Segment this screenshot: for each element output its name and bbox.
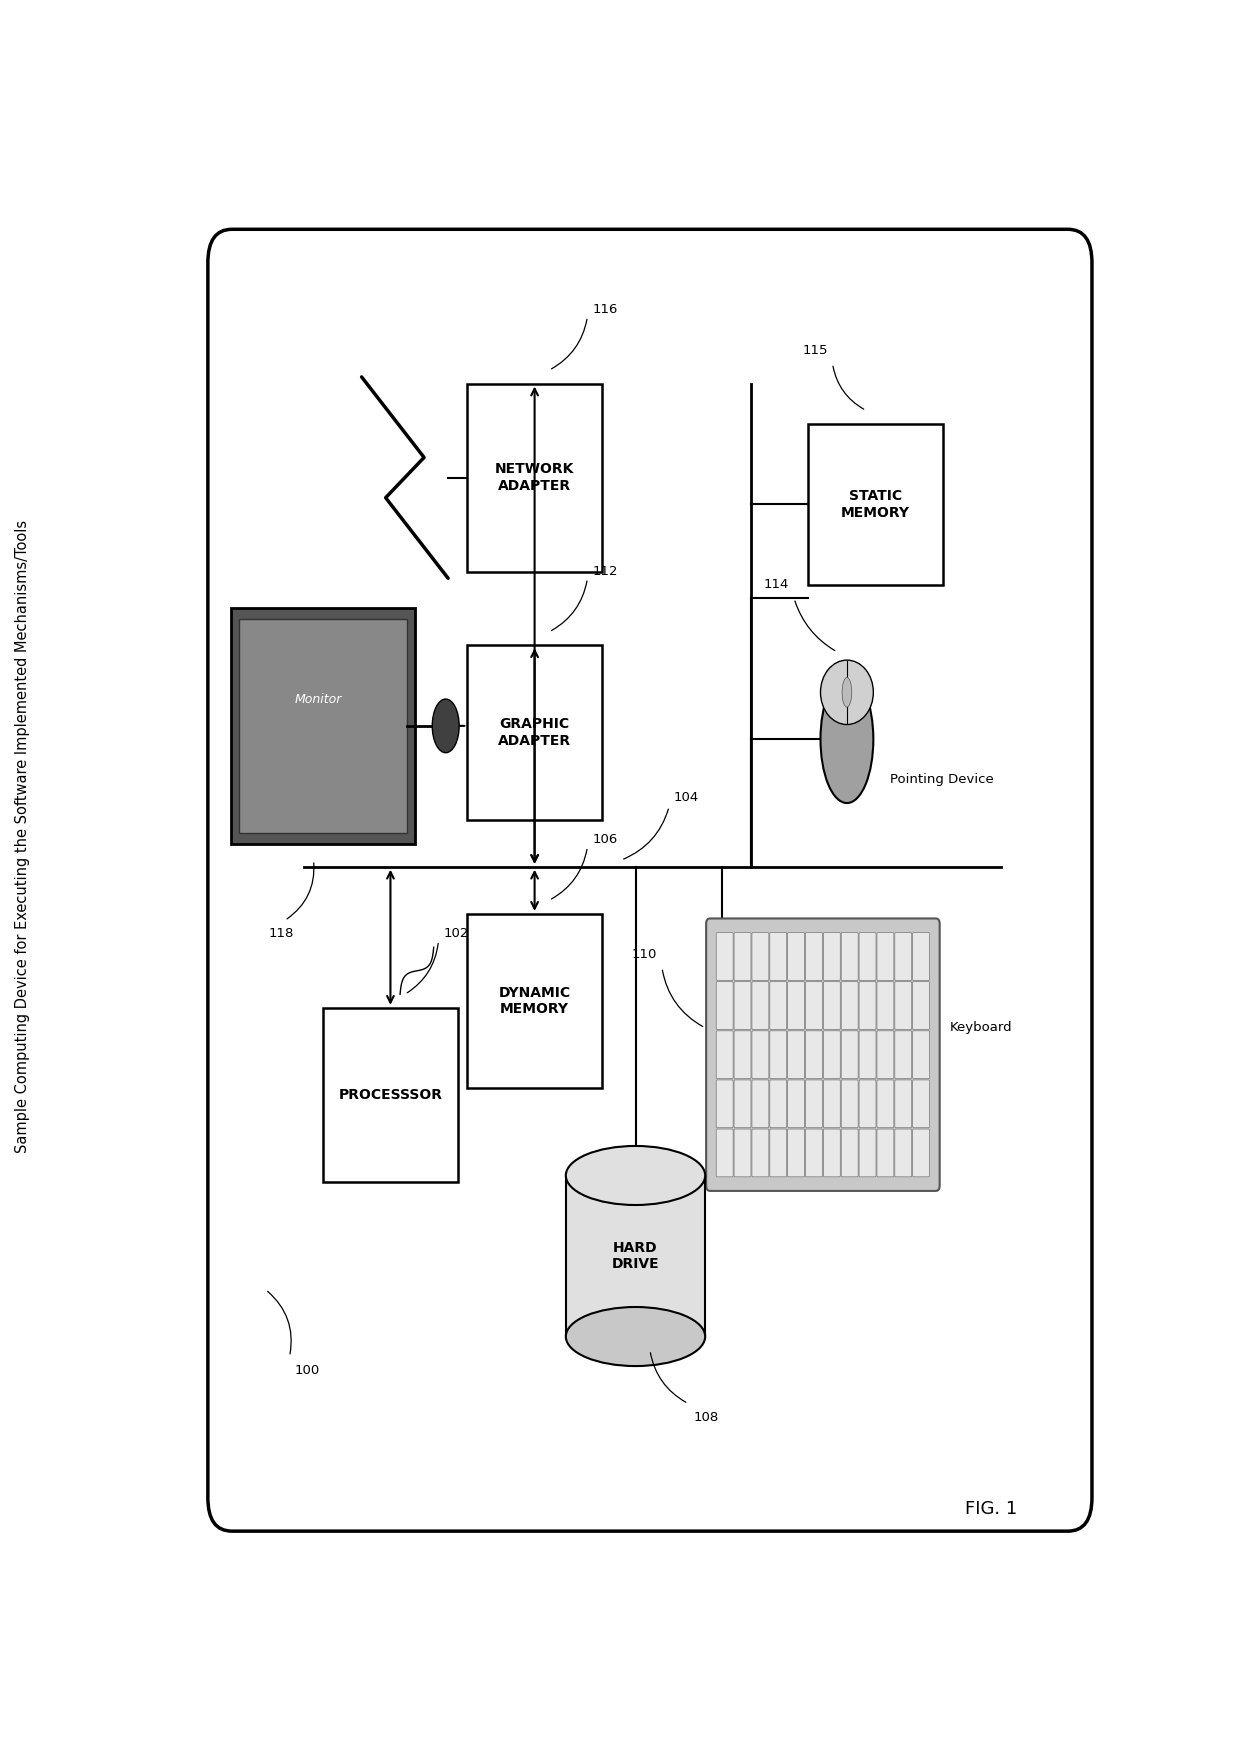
FancyBboxPatch shape	[895, 981, 911, 1030]
FancyBboxPatch shape	[467, 913, 601, 1088]
FancyBboxPatch shape	[806, 1030, 822, 1079]
FancyBboxPatch shape	[877, 1081, 894, 1128]
Ellipse shape	[433, 699, 459, 753]
Ellipse shape	[565, 1307, 706, 1367]
FancyBboxPatch shape	[770, 981, 786, 1030]
Text: 100: 100	[294, 1363, 320, 1377]
FancyBboxPatch shape	[717, 981, 733, 1030]
Ellipse shape	[821, 676, 873, 804]
FancyBboxPatch shape	[717, 1129, 733, 1177]
FancyBboxPatch shape	[770, 1081, 786, 1128]
Ellipse shape	[565, 1145, 706, 1204]
FancyBboxPatch shape	[823, 981, 841, 1030]
FancyBboxPatch shape	[239, 619, 407, 833]
FancyBboxPatch shape	[787, 933, 805, 980]
FancyBboxPatch shape	[808, 424, 942, 586]
FancyBboxPatch shape	[770, 933, 786, 980]
Text: 108: 108	[693, 1410, 718, 1424]
Text: 110: 110	[631, 948, 657, 960]
FancyBboxPatch shape	[467, 645, 601, 819]
FancyBboxPatch shape	[806, 1081, 822, 1128]
FancyBboxPatch shape	[841, 1081, 858, 1128]
FancyBboxPatch shape	[717, 933, 733, 980]
FancyBboxPatch shape	[787, 1081, 805, 1128]
FancyBboxPatch shape	[877, 981, 894, 1030]
FancyBboxPatch shape	[751, 1129, 769, 1177]
FancyBboxPatch shape	[895, 933, 911, 980]
FancyBboxPatch shape	[706, 919, 940, 1190]
Text: 115: 115	[802, 343, 828, 357]
FancyBboxPatch shape	[841, 1129, 858, 1177]
FancyBboxPatch shape	[467, 383, 601, 572]
FancyBboxPatch shape	[859, 1030, 875, 1079]
FancyBboxPatch shape	[806, 981, 822, 1030]
Ellipse shape	[821, 661, 873, 725]
FancyBboxPatch shape	[841, 981, 858, 1030]
FancyBboxPatch shape	[770, 1030, 786, 1079]
FancyBboxPatch shape	[232, 608, 415, 844]
Text: GRAPHIC
ADAPTER: GRAPHIC ADAPTER	[498, 718, 572, 748]
FancyBboxPatch shape	[806, 1129, 822, 1177]
FancyBboxPatch shape	[751, 1030, 769, 1079]
FancyBboxPatch shape	[734, 981, 751, 1030]
FancyBboxPatch shape	[717, 1030, 733, 1079]
FancyBboxPatch shape	[859, 1081, 875, 1128]
FancyBboxPatch shape	[208, 230, 1092, 1530]
Text: Keyboard: Keyboard	[950, 1021, 1013, 1034]
FancyBboxPatch shape	[787, 1129, 805, 1177]
FancyBboxPatch shape	[770, 1129, 786, 1177]
Ellipse shape	[842, 678, 852, 708]
FancyBboxPatch shape	[787, 1030, 805, 1079]
FancyBboxPatch shape	[913, 1030, 930, 1079]
FancyBboxPatch shape	[913, 1081, 930, 1128]
FancyBboxPatch shape	[734, 1129, 751, 1177]
FancyBboxPatch shape	[913, 933, 930, 980]
FancyBboxPatch shape	[324, 1007, 458, 1182]
FancyBboxPatch shape	[877, 1129, 894, 1177]
FancyBboxPatch shape	[734, 1030, 751, 1079]
Text: 102: 102	[444, 927, 469, 941]
Text: DYNAMIC
MEMORY: DYNAMIC MEMORY	[498, 987, 570, 1016]
Text: PROCESSSOR: PROCESSSOR	[339, 1088, 443, 1102]
FancyBboxPatch shape	[913, 1129, 930, 1177]
FancyBboxPatch shape	[841, 933, 858, 980]
Text: NETWORK
ADAPTER: NETWORK ADAPTER	[495, 462, 574, 493]
FancyBboxPatch shape	[895, 1030, 911, 1079]
FancyBboxPatch shape	[823, 1081, 841, 1128]
Text: HARD
DRIVE: HARD DRIVE	[611, 1241, 660, 1271]
FancyBboxPatch shape	[877, 1030, 894, 1079]
FancyBboxPatch shape	[859, 981, 875, 1030]
FancyBboxPatch shape	[751, 981, 769, 1030]
FancyBboxPatch shape	[823, 1129, 841, 1177]
Text: Monitor: Monitor	[295, 692, 342, 706]
FancyBboxPatch shape	[859, 933, 875, 980]
Text: STATIC
MEMORY: STATIC MEMORY	[841, 490, 910, 519]
FancyBboxPatch shape	[787, 981, 805, 1030]
FancyBboxPatch shape	[823, 1030, 841, 1079]
FancyBboxPatch shape	[841, 1030, 858, 1079]
FancyBboxPatch shape	[751, 933, 769, 980]
Text: Pointing Device: Pointing Device	[890, 774, 994, 786]
FancyBboxPatch shape	[751, 1081, 769, 1128]
Text: 116: 116	[593, 303, 618, 315]
FancyBboxPatch shape	[823, 933, 841, 980]
Text: 118: 118	[268, 927, 294, 941]
FancyBboxPatch shape	[895, 1129, 911, 1177]
FancyBboxPatch shape	[895, 1081, 911, 1128]
Text: 112: 112	[593, 565, 618, 579]
Text: 104: 104	[675, 791, 699, 804]
FancyBboxPatch shape	[565, 1175, 706, 1337]
FancyBboxPatch shape	[734, 933, 751, 980]
FancyBboxPatch shape	[877, 933, 894, 980]
Text: 106: 106	[593, 833, 618, 847]
Text: FIG. 1: FIG. 1	[965, 1499, 1017, 1518]
FancyBboxPatch shape	[913, 981, 930, 1030]
FancyBboxPatch shape	[859, 1129, 875, 1177]
FancyBboxPatch shape	[717, 1081, 733, 1128]
FancyBboxPatch shape	[806, 933, 822, 980]
Text: Sample Computing Device for Executing the Software Implemented Mechanisms/Tools: Sample Computing Device for Executing th…	[15, 519, 30, 1154]
FancyBboxPatch shape	[734, 1081, 751, 1128]
Text: 114: 114	[764, 579, 789, 591]
